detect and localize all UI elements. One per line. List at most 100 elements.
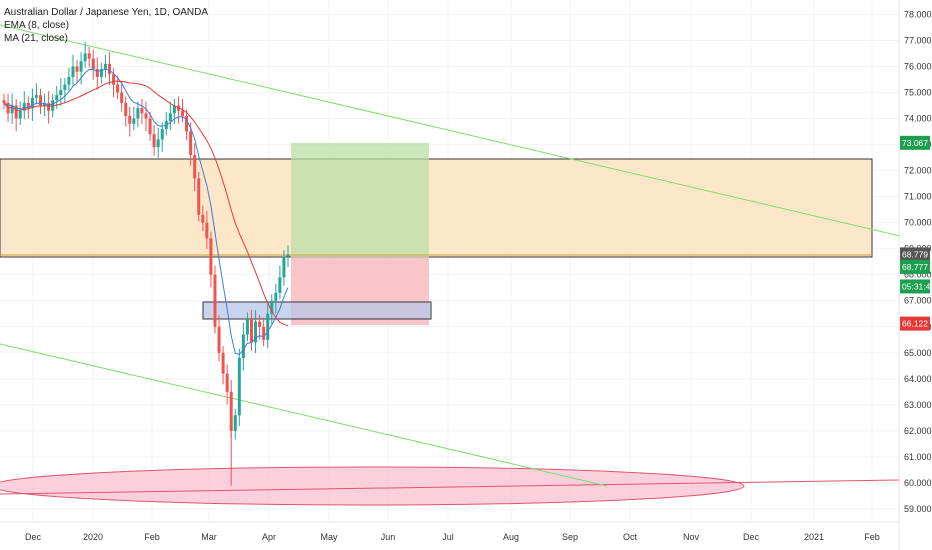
candle-body	[79, 61, 83, 72]
y-tick-label: 75.000	[904, 88, 932, 98]
price-badge-label: 68.779	[902, 249, 928, 259]
candle-body	[197, 178, 201, 215]
candle-body	[2, 100, 6, 103]
candle-body	[30, 97, 34, 109]
candle-body	[124, 102, 128, 116]
candle-body	[274, 292, 278, 301]
price-badges: 73.067 68.779 68.777 05:31:49 66.122	[900, 135, 932, 331]
candle-body	[18, 110, 22, 119]
y-tick-label: 61.000	[904, 452, 932, 462]
candle-body	[95, 69, 99, 77]
ema-legend[interactable]: EMA (8, close)	[4, 20, 70, 31]
x-tick-label: May	[320, 532, 338, 542]
price-badge-label: 73.067	[902, 138, 928, 148]
candle-body	[205, 222, 209, 239]
time-axis[interactable]: Dec 2020 Feb Mar Apr May Jun Jul Aug Sep Oct Nov Dec…	[25, 532, 880, 542]
candle-body	[233, 415, 237, 431]
price-badge-label: 66.122	[902, 319, 928, 329]
candle-body	[258, 321, 262, 327]
candle-body	[26, 102, 30, 109]
price-badge	[900, 316, 930, 331]
candle-body	[225, 373, 229, 392]
candle-body	[148, 118, 152, 135]
candle-body	[229, 391, 233, 431]
candle-body	[172, 105, 176, 114]
y-tick-label: 74.000	[904, 114, 932, 124]
candle-body	[71, 66, 75, 77]
price-badge	[900, 279, 930, 294]
x-tick-label: Apr	[262, 532, 276, 542]
price-badge-label: 68.777	[902, 262, 928, 272]
candle-body	[221, 352, 225, 374]
y-tick-label: 68.000	[904, 270, 932, 280]
x-tick-label: Dec	[743, 532, 760, 542]
x-tick-label: Nov	[683, 532, 700, 542]
upper-trendline[interactable]	[0, 24, 901, 237]
candle-body	[112, 74, 116, 85]
candle-body	[278, 277, 282, 293]
y-tick-label: 63.000	[904, 400, 932, 410]
candle-body	[237, 358, 241, 416]
candle-body	[87, 53, 91, 59]
grid-lines	[0, 0, 899, 522]
target-box[interactable]	[291, 143, 429, 257]
candle-body	[266, 313, 270, 340]
price-badge	[900, 135, 930, 150]
support-ellipse[interactable]	[0, 466, 745, 506]
x-tick-label: Jun	[381, 532, 396, 542]
candle-body	[152, 134, 156, 148]
candle-body	[209, 238, 213, 275]
candle-body	[47, 102, 51, 111]
ma-line	[3, 80, 289, 327]
ma-legend[interactable]: MA (21, close)	[4, 33, 68, 44]
ellipse-line	[0, 479, 901, 495]
y-tick-label: 67.000	[904, 296, 932, 306]
x-tick-label: Aug	[503, 532, 519, 542]
lower-trendline[interactable]	[0, 343, 608, 487]
candle-body	[254, 321, 258, 343]
y-tick-label: 59.000	[904, 504, 932, 514]
candle-body	[168, 113, 172, 122]
candle-body	[67, 76, 71, 85]
candle-body	[241, 334, 245, 359]
zone-layer	[0, 24, 901, 506]
candle-body	[181, 110, 185, 116]
candle-body	[156, 139, 160, 148]
candle-body	[245, 318, 249, 335]
candle-body	[140, 108, 144, 114]
candle-body	[185, 115, 189, 132]
y-tick-label: 62.000	[904, 426, 932, 436]
ema-line	[3, 68, 289, 355]
x-tick-label: 2021	[804, 532, 824, 542]
y-tick-label: 70.000	[904, 218, 932, 228]
candle-body	[63, 84, 67, 90]
candle-body	[107, 63, 111, 75]
candle-body	[132, 118, 136, 124]
candle-body	[59, 89, 63, 96]
y-tick-label: 60.000	[904, 478, 932, 488]
candle-body	[193, 154, 197, 179]
candle-body	[217, 326, 221, 353]
candle-body	[213, 274, 217, 327]
price-badge	[900, 247, 930, 262]
supply-zone[interactable]	[0, 158, 873, 258]
x-tick-label: Mar	[201, 532, 217, 542]
candle-body	[249, 318, 253, 343]
entry-rect[interactable]	[202, 301, 432, 320]
candle-body	[10, 105, 14, 114]
candle-body	[91, 58, 95, 70]
y-tick-label: 64.000	[904, 374, 932, 384]
candle-body	[286, 254, 290, 257]
symbol-title[interactable]: Australian Dollar / Japanese Yen, 1D, OA…	[4, 7, 208, 18]
candles-layer	[2, 41, 290, 486]
x-tick-label: Feb	[144, 532, 160, 542]
candle-body	[43, 102, 47, 106]
candle-body	[39, 95, 43, 106]
y-tick-label: 78.000	[904, 9, 932, 19]
candle-body	[128, 115, 132, 124]
candle-body	[160, 128, 164, 140]
candle-body	[270, 300, 274, 314]
x-tick-label: Oct	[623, 532, 638, 542]
candle-body	[75, 66, 79, 72]
